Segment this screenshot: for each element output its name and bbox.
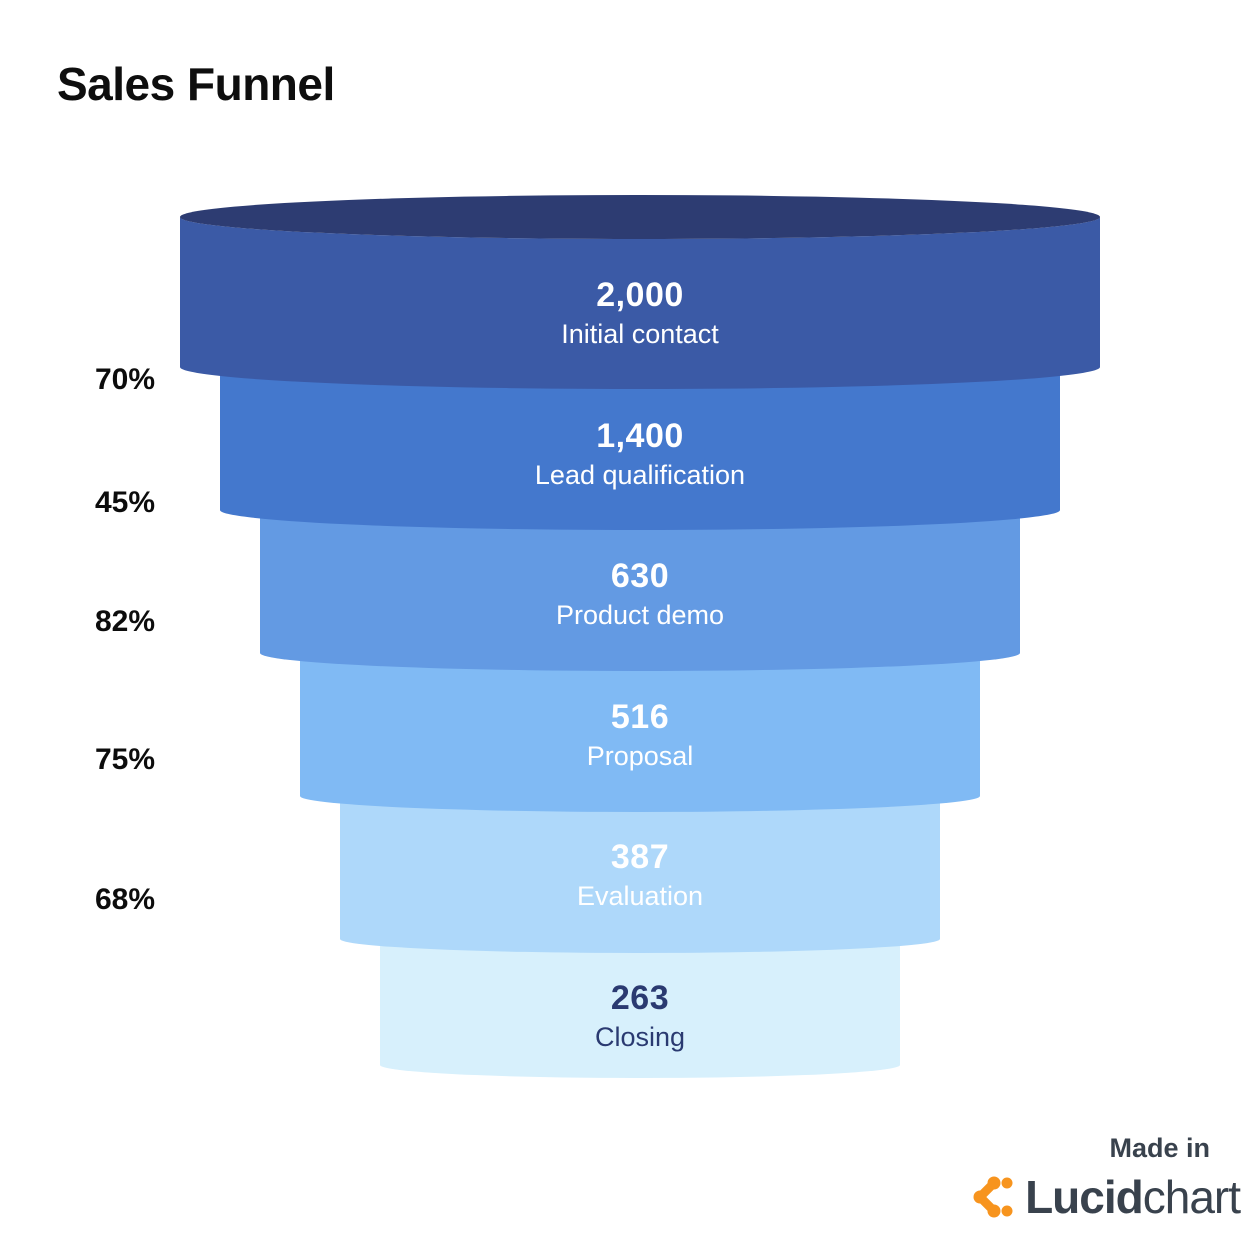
brand-name-bold: Lucid [1025, 1171, 1144, 1223]
funnel-stage-shape-initial-contact [180, 217, 1100, 389]
conversion-rate-label: 70% [94, 363, 155, 396]
funnel-stage-shape-closing [380, 939, 900, 1078]
funnel-stage-shape-proposal [300, 653, 980, 812]
chart-title: Sales Funnel [57, 58, 335, 110]
lucidchart-logo: Lucid chart [973, 1171, 1241, 1223]
funnel-stage-shape-evaluation [340, 796, 940, 953]
conversion-rate-label: 45% [94, 486, 155, 519]
funnel-stage-shape-product-demo [260, 510, 1020, 671]
conversion-rate-label: 75% [94, 743, 155, 776]
made-in-label: Made in [1109, 1133, 1210, 1163]
funnel-top-opening [180, 195, 1100, 239]
conversion-rate-label: 68% [94, 883, 155, 916]
brand-name-light: chart [1142, 1171, 1241, 1223]
lucidchart-icon [973, 1176, 1013, 1218]
funnel-stage-shape-lead-qualification [220, 367, 1060, 530]
conversion-rate-label: 82% [94, 605, 155, 638]
